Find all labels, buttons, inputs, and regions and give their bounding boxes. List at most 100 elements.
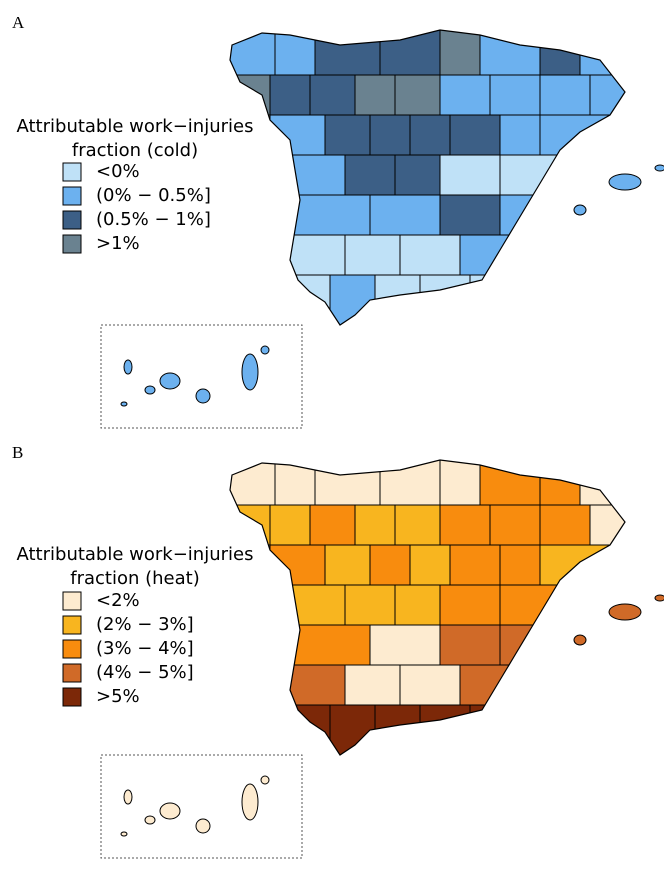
- province: [394, 504, 441, 546]
- province: [419, 274, 471, 325]
- province: [589, 504, 625, 546]
- legend-swatch: [62, 639, 82, 659]
- province: [284, 704, 331, 755]
- province: [449, 544, 501, 586]
- province: [589, 74, 625, 116]
- province: [439, 154, 501, 196]
- province: [309, 74, 356, 116]
- province: [499, 624, 541, 666]
- legend-swatch: [62, 210, 82, 230]
- province: [399, 664, 461, 706]
- province: [439, 30, 481, 76]
- province: [459, 234, 521, 276]
- province: [499, 114, 541, 156]
- panel-label: B: [12, 443, 23, 462]
- province: [374, 274, 421, 325]
- province: [394, 584, 441, 626]
- island: [144, 385, 156, 395]
- province: [439, 460, 481, 506]
- inset-frame: [100, 324, 303, 429]
- province: [369, 194, 441, 236]
- legend-label: (0% − 0.5%]: [96, 185, 211, 206]
- island: [123, 359, 133, 375]
- island: [654, 164, 664, 172]
- province: [269, 74, 311, 116]
- province: [369, 544, 411, 586]
- province: [324, 114, 371, 156]
- island: [241, 353, 259, 391]
- province: [314, 460, 381, 506]
- legend-swatch: [62, 687, 82, 707]
- province: [499, 194, 541, 236]
- island: [608, 173, 642, 191]
- province: [230, 460, 276, 506]
- legend-swatch: [62, 615, 82, 635]
- province: [230, 74, 271, 116]
- province: [344, 234, 401, 276]
- province: [354, 74, 396, 116]
- province: [539, 504, 591, 546]
- province: [449, 114, 501, 156]
- province: [284, 274, 331, 325]
- legend-swatch: [62, 591, 82, 611]
- island: [260, 345, 270, 355]
- province: [439, 584, 501, 626]
- legend-title: Attributable work−injuries: [17, 544, 254, 565]
- province: [354, 504, 396, 546]
- province: [369, 114, 411, 156]
- province: [579, 460, 625, 506]
- legend-label: (3% − 4%]: [96, 638, 194, 659]
- legend-label: (4% − 5%]: [96, 662, 194, 683]
- province: [344, 584, 396, 626]
- province: [399, 234, 461, 276]
- island: [573, 204, 587, 216]
- province: [274, 460, 316, 506]
- legend-label: >5%: [96, 686, 140, 707]
- province: [409, 114, 451, 156]
- legend-label: <0%: [96, 161, 140, 182]
- island: [608, 603, 642, 621]
- province: [379, 30, 441, 76]
- province: [409, 544, 451, 586]
- island: [195, 818, 211, 834]
- province: [269, 114, 326, 156]
- island: [241, 783, 259, 821]
- island: [654, 594, 664, 602]
- province: [499, 154, 561, 196]
- province: [314, 30, 381, 76]
- legend-label: >1%: [96, 233, 140, 254]
- panel-label: A: [12, 13, 25, 32]
- inset-frame: [100, 754, 303, 859]
- province: [284, 234, 346, 276]
- island: [195, 388, 211, 404]
- legend-title: fraction (cold): [72, 140, 198, 161]
- province: [369, 624, 441, 666]
- province: [489, 504, 541, 546]
- island: [120, 831, 128, 837]
- province: [269, 544, 326, 586]
- province: [394, 154, 441, 196]
- province: [459, 664, 521, 706]
- province: [539, 74, 591, 116]
- province: [344, 154, 396, 196]
- mainland: [230, 30, 625, 325]
- legend-label: (0.5% − 1%]: [96, 209, 211, 230]
- legend-label: (2% − 3%]: [96, 614, 194, 635]
- island: [260, 775, 270, 785]
- island: [159, 802, 181, 820]
- province: [309, 504, 356, 546]
- province: [499, 584, 561, 626]
- province: [274, 30, 316, 76]
- province: [499, 544, 541, 586]
- island: [120, 401, 128, 407]
- province: [439, 194, 501, 236]
- island: [123, 789, 133, 805]
- province: [539, 460, 581, 506]
- province: [230, 504, 271, 546]
- province: [419, 704, 471, 755]
- legend-swatch: [62, 186, 82, 206]
- island: [144, 815, 156, 825]
- province: [374, 704, 421, 755]
- province: [394, 74, 441, 116]
- island: [573, 634, 587, 646]
